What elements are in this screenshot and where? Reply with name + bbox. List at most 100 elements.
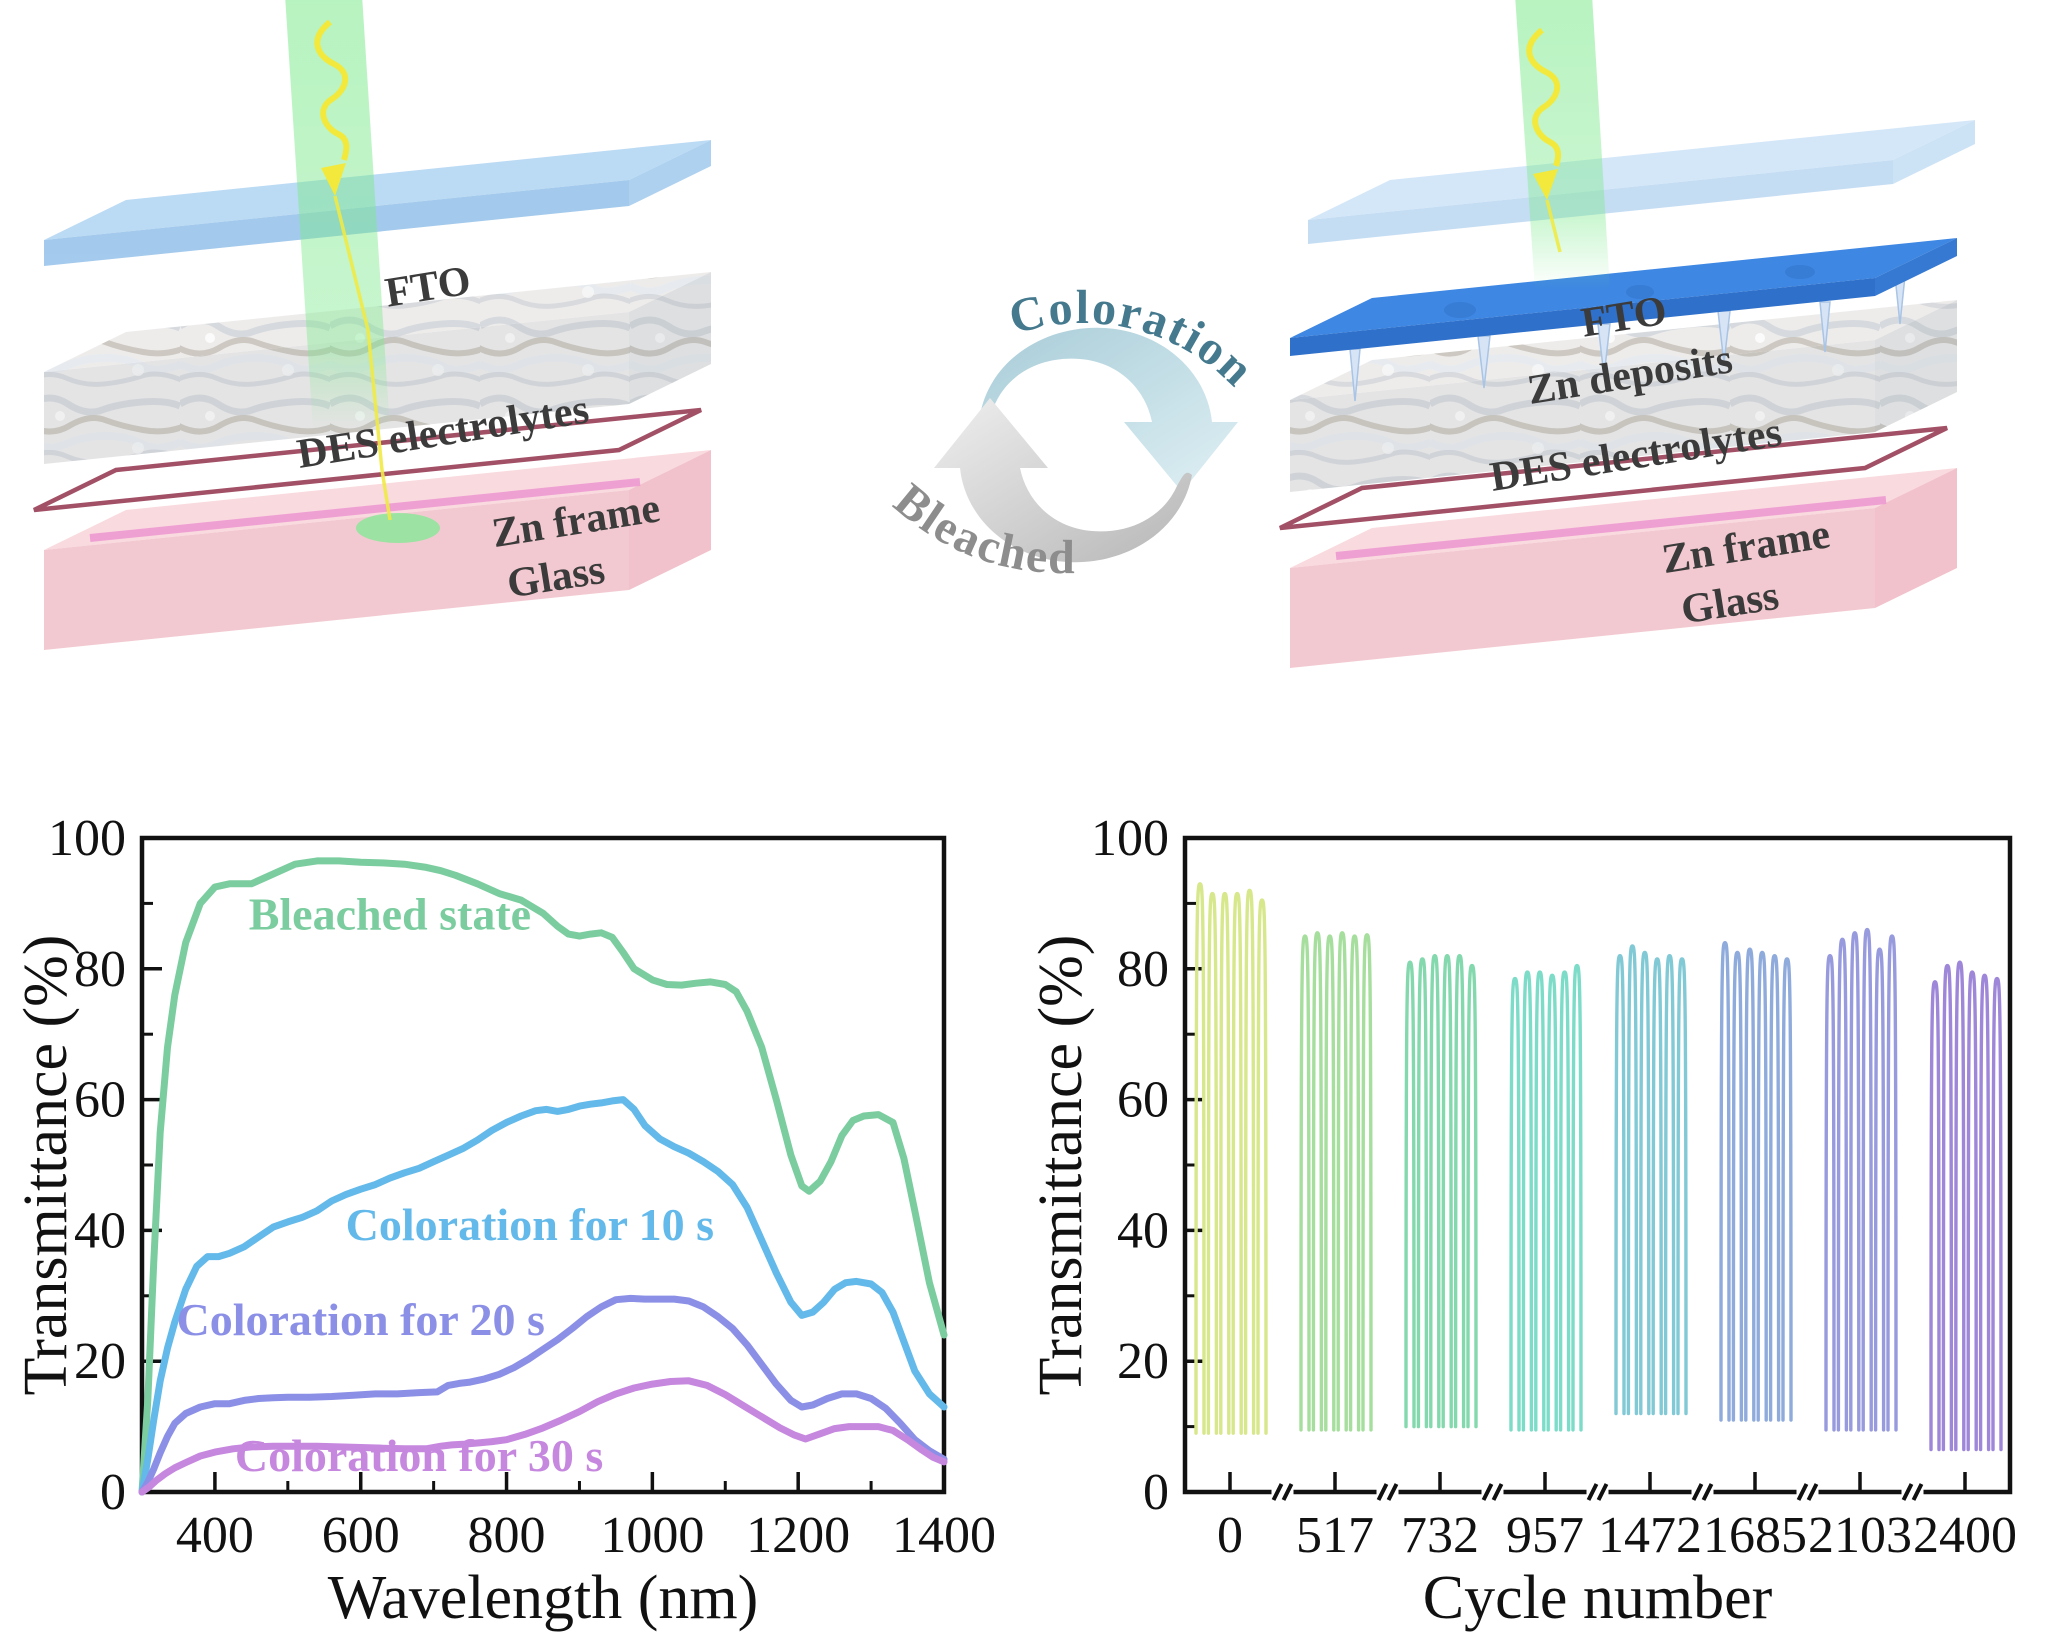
x-tick-label: 800 xyxy=(468,1507,546,1564)
x-axis-title: Wavelength (nm) xyxy=(328,1564,759,1632)
cycle-spike-group-4 xyxy=(1614,954,1626,1416)
x-tick-label: 1400 xyxy=(892,1507,996,1564)
colored-device-diagram: FTO Zn deposits DES electrolytes Zn fram… xyxy=(1279,0,1975,668)
y-tick-label: 40 xyxy=(1117,1202,1169,1259)
cycle-spike-group-6 xyxy=(1861,927,1873,1432)
cycle-spike-group-5 xyxy=(1719,940,1731,1422)
cycle-spike-group-0 xyxy=(1231,891,1243,1435)
cycle-spike-group-0 xyxy=(1219,891,1231,1435)
cycle-spike-group-6 xyxy=(1873,947,1886,1432)
cycle-spike-group-1 xyxy=(1361,933,1373,1432)
cycle-spike-group-3 xyxy=(1571,963,1583,1432)
cycling-stability-chart: 0 20 40 60 80 100 Transmittance (%) Cycle numbe… xyxy=(1027,810,2017,1632)
axis-break-slash xyxy=(1806,1483,1819,1501)
zn-deposits-slab xyxy=(1290,238,1957,402)
axis-break-slash xyxy=(1491,1483,1504,1501)
zn-frame-stripe xyxy=(1335,496,1887,560)
cycle-spike-group-0 xyxy=(1194,882,1206,1435)
axis-break-slash xyxy=(1796,1483,1809,1501)
electrolyte-slab xyxy=(1290,300,1957,492)
series-label-3: Coloration for 30 s xyxy=(235,1430,603,1481)
cycle-spike-group-2 xyxy=(1416,957,1429,1429)
light-beam xyxy=(1515,0,1610,290)
axis-break-slash xyxy=(1386,1483,1399,1501)
x-tick-label: 0 xyxy=(1217,1507,1243,1564)
cycle-spike-group-0 xyxy=(1206,891,1219,1435)
x-tick-label: 957 xyxy=(1506,1507,1584,1564)
series-curve-2 xyxy=(138,1294,948,1496)
y-tick-label: 40 xyxy=(74,1202,126,1259)
y-tick-label: 80 xyxy=(1117,941,1169,998)
cycle-spike-group-1 xyxy=(1299,934,1311,1432)
cycle-spike-group-0 xyxy=(1256,898,1268,1435)
x-tick-label: 2400 xyxy=(1913,1507,2017,1564)
series-curve-1 xyxy=(138,1096,948,1496)
y-tick-label: 0 xyxy=(100,1464,126,1521)
cycle-spike-group-7 xyxy=(1978,973,1991,1452)
cycle-spike-group-7 xyxy=(1966,970,1978,1452)
y-tick-label: 0 xyxy=(1143,1464,1169,1521)
x-tick-label: 1000 xyxy=(600,1507,704,1564)
series-label-1: Coloration for 10 s xyxy=(346,1199,714,1250)
cycle-spike-group-5 xyxy=(1768,954,1781,1422)
x-tick-label: 600 xyxy=(322,1507,400,1564)
x-tick-label: 1472 xyxy=(1598,1507,1702,1564)
x-tick-label: 2103 xyxy=(1808,1507,1912,1564)
zn-frame-outline xyxy=(33,407,702,513)
cycle-spike-group-1 xyxy=(1311,931,1324,1432)
cycle-spike-group-4 xyxy=(1639,950,1651,1416)
cycle-spike-group-3 xyxy=(1509,976,1521,1432)
cycle-spike-group-6 xyxy=(1849,931,1861,1432)
x-tick-label: 1200 xyxy=(746,1507,850,1564)
cycle-spike-group-6 xyxy=(1824,954,1836,1432)
cycle-spike-group-3 xyxy=(1546,973,1558,1432)
y-tick-label: 60 xyxy=(74,1072,126,1129)
cycle-spike-group-5 xyxy=(1731,950,1744,1422)
cycle-spike-group-0 xyxy=(1243,888,1256,1435)
y-axis-title: Transmittance (%) xyxy=(12,935,80,1396)
light-beam xyxy=(285,0,390,430)
cycle-spike-group-3 xyxy=(1558,970,1571,1432)
zn-frame-outline xyxy=(1279,425,1948,531)
cycle-spike-group-7 xyxy=(1991,976,2003,1452)
cycle-spike-group-2 xyxy=(1441,954,1453,1429)
cycle-spike-group-5 xyxy=(1756,950,1768,1422)
axis-break-slash xyxy=(1586,1483,1599,1501)
x-tick-label: 400 xyxy=(176,1507,254,1564)
x-axis-title: Cycle number xyxy=(1423,1564,1773,1632)
y-tick-label: 20 xyxy=(1117,1333,1169,1390)
cycle-spike-group-5 xyxy=(1744,947,1756,1422)
cycle-spike-group-4 xyxy=(1676,957,1688,1416)
axis-break-slash xyxy=(1701,1483,1714,1501)
glass-slab xyxy=(1290,468,1957,668)
cycle-spike-group-4 xyxy=(1651,957,1663,1416)
axis-break-slash xyxy=(1596,1483,1609,1501)
axis-break-slash xyxy=(1376,1483,1389,1501)
x-tick-label: 732 xyxy=(1401,1507,1479,1564)
cycle-spike-group-1 xyxy=(1336,931,1348,1432)
cycle-spike-group-6 xyxy=(1836,937,1849,1432)
cycle-spike-group-2 xyxy=(1429,954,1441,1429)
photon-arrow-icon xyxy=(1526,27,1562,253)
axis-break-slash xyxy=(1271,1483,1284,1501)
x-tick-label: 517 xyxy=(1296,1507,1374,1564)
y-tick-label: 60 xyxy=(1117,1072,1169,1129)
coloration-bleached-cycle: Coloration Bleached xyxy=(884,281,1263,584)
axis-break-slash xyxy=(1911,1483,1924,1501)
cycle-spike-group-4 xyxy=(1663,954,1676,1416)
transmittance-spectra-chart: 0 20 40 60 80 100 Transmittance (%) Wavelength … xyxy=(12,810,996,1632)
cycle-spike-group-6 xyxy=(1886,934,1898,1432)
axis-break-slash xyxy=(1901,1483,1914,1501)
x-tick-label: 1685 xyxy=(1703,1507,1807,1564)
axis-break-slash xyxy=(1281,1483,1294,1501)
bleached-device-diagram: FTO DES electrolytes Zn frame Glass xyxy=(33,0,711,650)
y-tick-label: 100 xyxy=(48,810,126,867)
series-label-0: Bleached state xyxy=(249,889,531,940)
y-axis-title: Transmittance (%) xyxy=(1027,935,1095,1396)
axis-break-slash xyxy=(1691,1483,1704,1501)
cycle-spike-group-3 xyxy=(1521,970,1534,1432)
glass-slab xyxy=(44,450,711,650)
cycle-spike-group-2 xyxy=(1466,963,1478,1429)
axis-break-slash xyxy=(1481,1483,1494,1501)
